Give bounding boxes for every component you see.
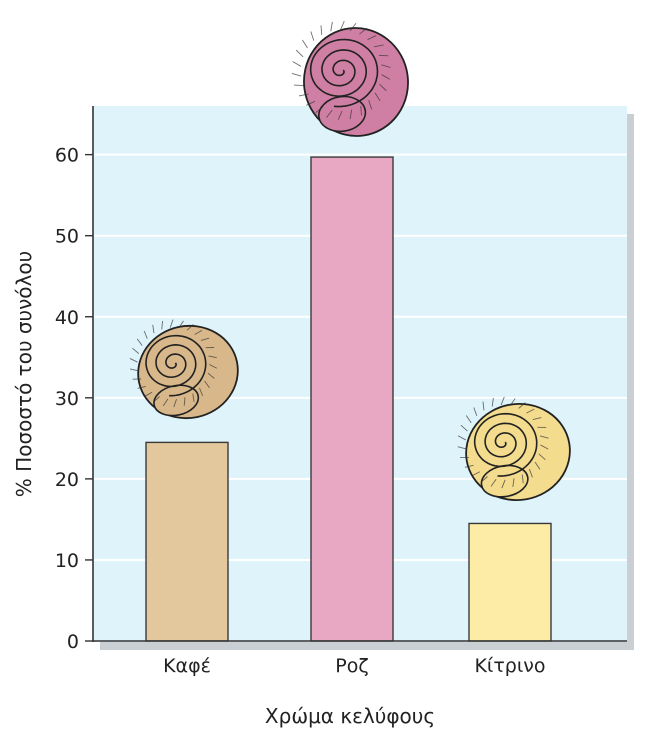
y-tick-label: 50 (55, 226, 79, 248)
pink-snail-shell-icon (291, 20, 409, 137)
y-tick-label: 0 (67, 631, 79, 653)
brown-snail-shell-icon (129, 319, 239, 420)
y-tick-label: 30 (55, 388, 79, 410)
y-tick-label: 10 (55, 550, 79, 572)
y-ticks: 0 10 20 30 40 50 60 (55, 145, 93, 653)
x-axis-title: Χρώμα κελύφους (265, 704, 435, 728)
yellow-snail-shell-icon (457, 396, 571, 502)
bars (145, 156, 552, 642)
snail-illustrations (129, 20, 571, 502)
x-tick-label: Καφέ (163, 655, 211, 677)
y-tick-label: 20 (55, 469, 79, 491)
x-tick-labels: Καφέ Ροζ Κίτρινο (163, 655, 545, 677)
y-tick-label: 40 (55, 307, 79, 329)
y-tick-label: 60 (55, 145, 79, 167)
x-tick-label: Ροζ (335, 655, 368, 677)
bar (145, 441, 229, 642)
bar (310, 156, 394, 642)
x-tick-label: Κίτρινο (474, 655, 545, 677)
axes (92, 106, 627, 642)
bar (468, 522, 552, 642)
y-axis-title: % Ποσοστό του συνόλου (12, 251, 36, 497)
